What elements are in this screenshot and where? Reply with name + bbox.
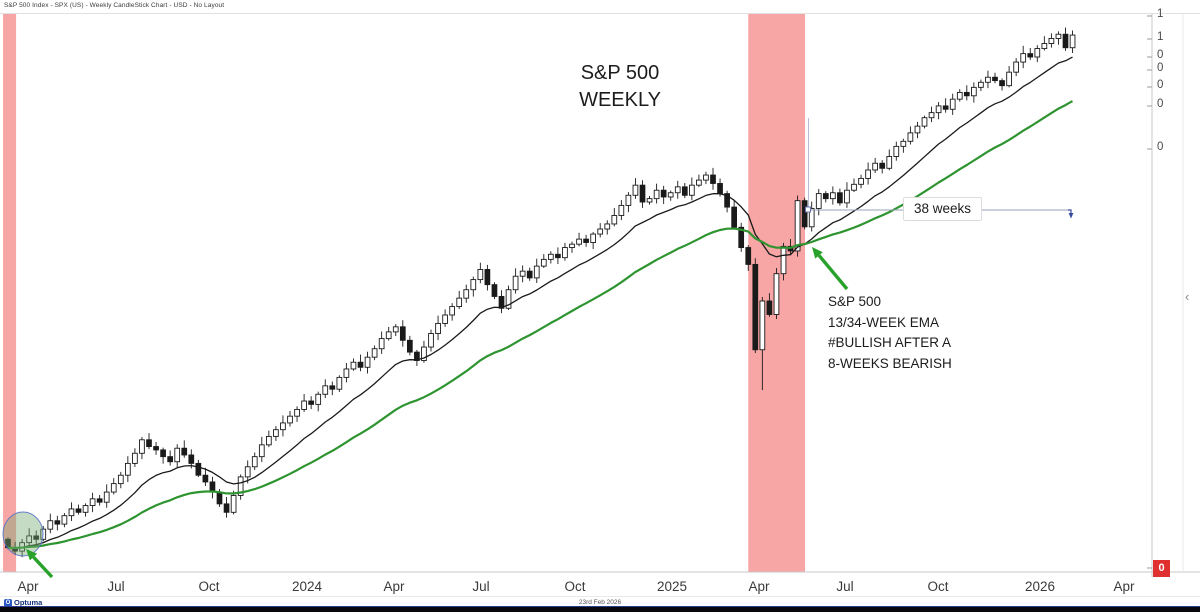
x-axis-tick-label: Oct <box>927 579 949 594</box>
x-axis-tick-label: Oct <box>564 579 586 594</box>
y-axis-tick-label: 0 <box>1157 141 1164 153</box>
x-axis-tick-label: Jul <box>107 579 125 594</box>
ema-callout-annotation[interactable]: S&P 500 13/34-WEEK EMA #BULLISH AFTER A … <box>828 292 952 375</box>
y-axis-tick-label: 0 <box>1157 49 1164 61</box>
measurement-label[interactable]: 38 weeks <box>903 197 983 221</box>
x-axis-tick-label: Apr <box>1113 579 1135 594</box>
current-date-label: 23rd Feb 2026 <box>578 599 622 606</box>
optuma-logo: O Optuma <box>4 598 42 607</box>
x-axis-tick-label: Apr <box>383 579 405 594</box>
chart-title-line1: S&P 500 <box>580 62 660 84</box>
callout-line1: S&P 500 <box>828 294 882 309</box>
window-titlebar: S&P 500 Index - SPX (US) - Weekly Candle… <box>0 0 1200 14</box>
y-axis-tick-label: 0 <box>1157 62 1164 74</box>
latest-price-badge: 0 <box>1153 560 1170 577</box>
optuma-logo-icon: O <box>4 598 12 607</box>
y-axis-tick-label: 0 <box>1157 98 1164 110</box>
x-axis-tick-label: Jul <box>836 579 854 594</box>
chart-title-annotation[interactable]: S&P 500 WEEKLY <box>545 60 695 114</box>
callout-line3: #BULLISH AFTER A <box>828 335 952 351</box>
callout-line4: 8-WEEKS BEARISH <box>828 356 952 372</box>
window-title: S&P 500 Index - SPX (US) - Weekly Candle… <box>4 2 225 9</box>
x-axis-tick-label: Oct <box>198 579 220 594</box>
y-axis-tick-label: 0 <box>1157 79 1164 91</box>
x-axis-tick-label: Apr <box>17 579 39 594</box>
x-axis-tick-label: 2024 <box>291 579 323 594</box>
panel-collapse-chevron-icon[interactable]: ‹ <box>1185 289 1190 304</box>
chart-title-line2: WEEKLY <box>579 89 661 111</box>
x-axis-tick-label: 2025 <box>656 579 688 594</box>
x-axis-tick-label: Apr <box>748 579 770 594</box>
optuma-logo-text: Optuma <box>14 598 43 607</box>
x-axis-tick-label: 2026 <box>1024 579 1056 594</box>
callout-line2: 13/34-WEEK EMA <box>828 314 940 330</box>
y-axis-tick-label: 1 <box>1157 8 1164 20</box>
y-axis-tick-label: 1 <box>1157 31 1164 43</box>
x-axis-tick-label: Jul <box>472 579 490 594</box>
status-bar <box>0 597 1200 606</box>
bottom-edge-bar <box>0 606 1200 612</box>
